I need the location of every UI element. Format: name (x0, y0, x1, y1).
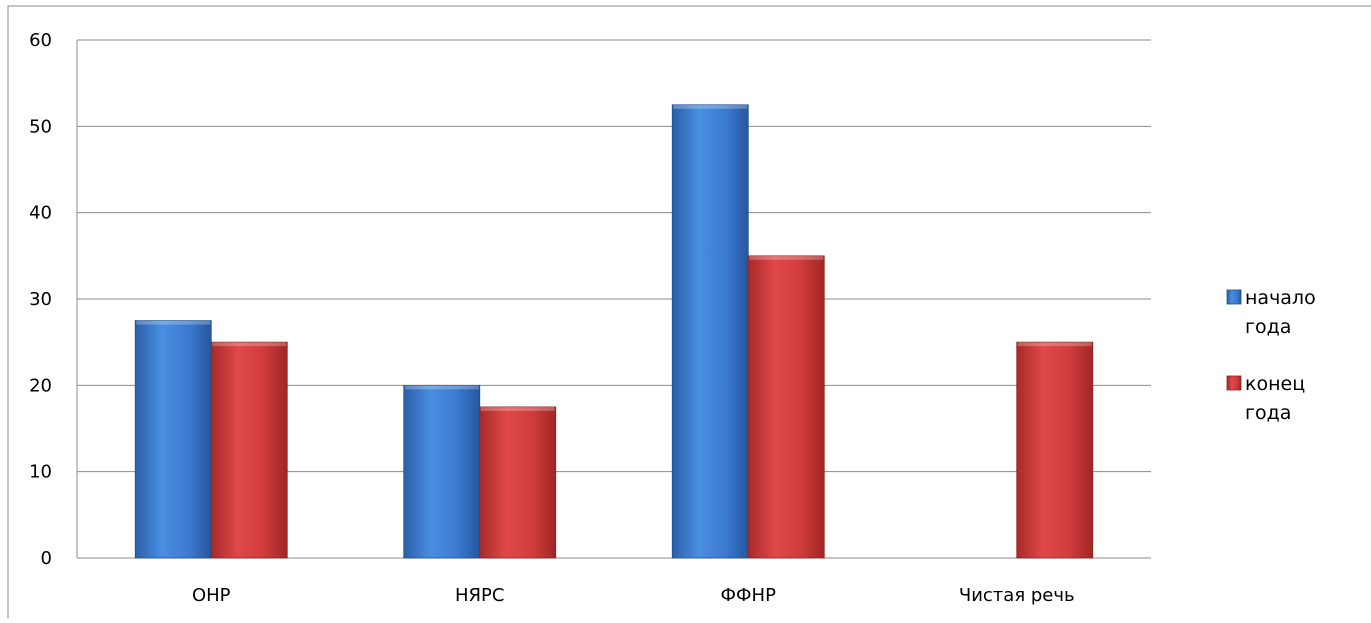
legend-label: года (1245, 402, 1291, 424)
bar-nachalo-0 (134, 320, 212, 559)
bar-top-cap (749, 255, 824, 260)
category-label: ФФНР (721, 585, 777, 606)
legend-swatch (1226, 375, 1242, 391)
y-tick-label: 30 (29, 289, 52, 310)
y-tick-label: 10 (29, 462, 52, 483)
category-label: Чистая речь (959, 585, 1075, 606)
bar-top-cap (136, 320, 211, 325)
y-tick-label: 60 (29, 30, 52, 51)
category-label: ОНР (192, 585, 231, 606)
bar-top-cap (212, 342, 287, 347)
bar-top-cap (480, 406, 555, 411)
bar-top-cap (673, 104, 748, 109)
legend-label: года (1245, 316, 1291, 338)
y-tick-label: 40 (29, 203, 52, 224)
bar-konets-2 (747, 255, 825, 559)
y-tick-label: 0 (41, 548, 52, 569)
y-tick-label: 20 (29, 375, 52, 396)
y-tick-label: 50 (29, 116, 52, 137)
bar-nachalo-1 (403, 384, 481, 559)
bar-konets-1 (479, 406, 557, 559)
legend-label: начало (1245, 287, 1316, 309)
bar-top-cap (1017, 342, 1092, 347)
legend-swatch (1226, 289, 1242, 305)
legend-label: конец (1245, 373, 1305, 395)
bar-top-cap (404, 385, 479, 390)
bar-konets-0 (210, 341, 288, 559)
bar-konets-3 (1016, 341, 1094, 559)
bar-nachalo-2 (671, 104, 749, 559)
category-label: НЯРС (455, 585, 504, 606)
